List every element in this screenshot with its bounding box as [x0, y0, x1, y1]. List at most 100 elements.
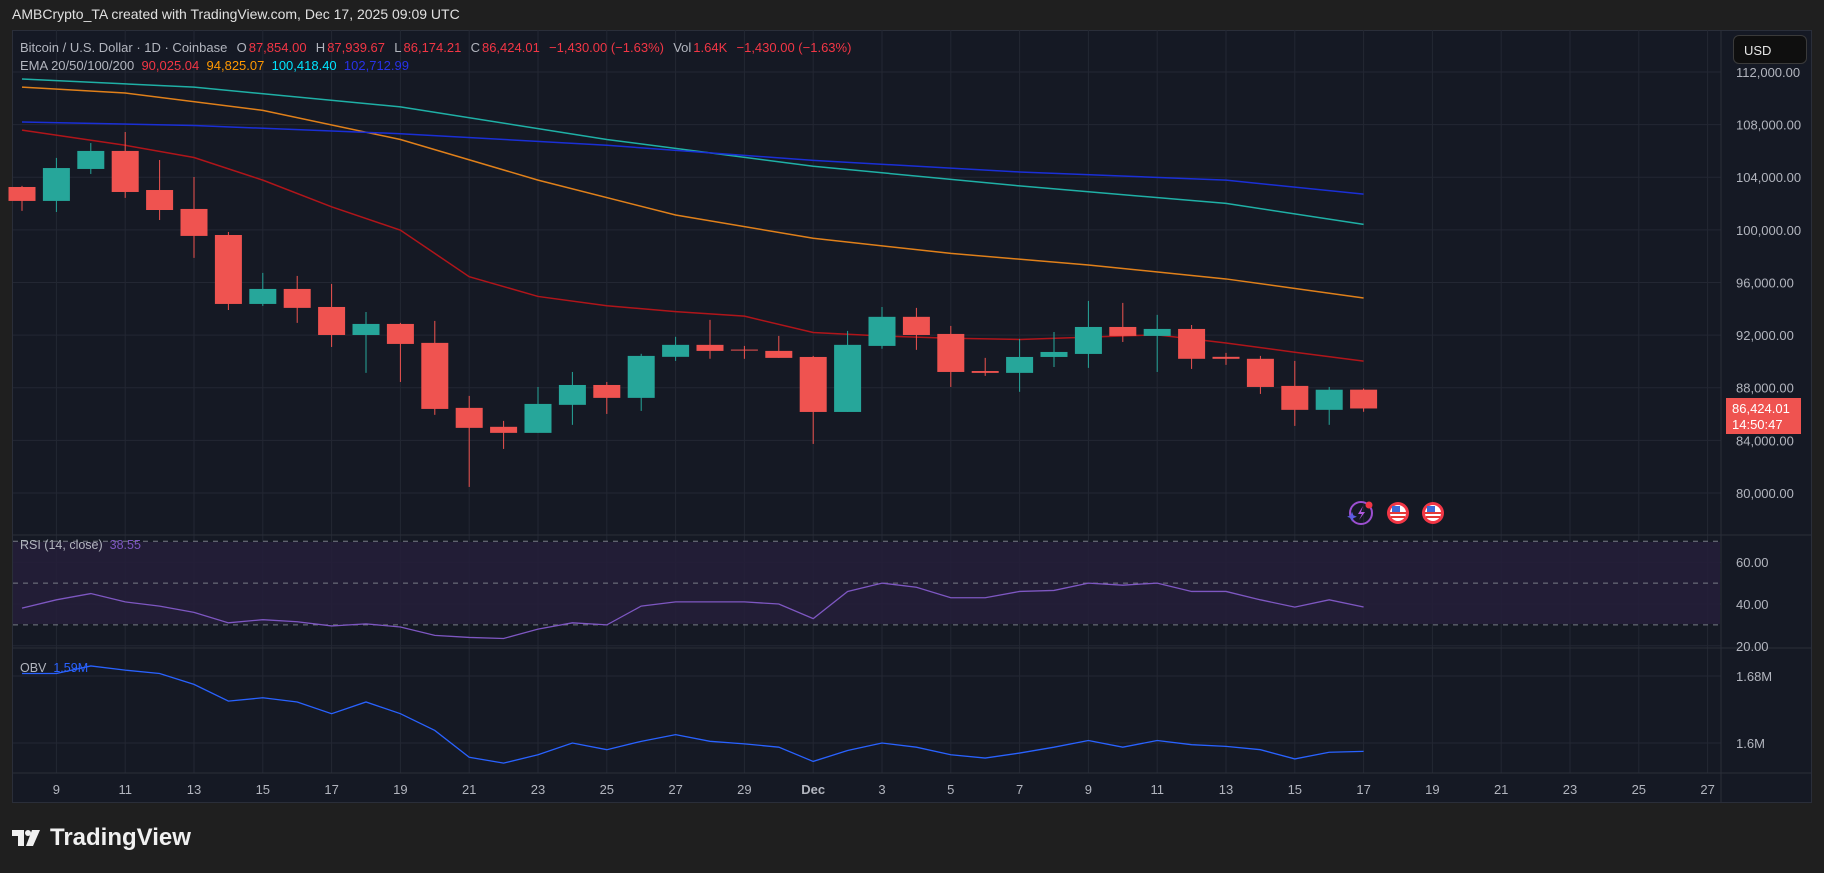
- candle-body: [1350, 389, 1378, 409]
- candle-body: [799, 356, 827, 412]
- close-value: 86,424.01: [481, 40, 540, 55]
- ema100-value: 100,418.40: [271, 58, 337, 73]
- candle: [558, 371, 586, 425]
- candle-body: [1143, 328, 1171, 336]
- chart-panel[interactable]: [12, 30, 1812, 803]
- candle-body: [1246, 358, 1274, 387]
- rsi-value: 38.55: [109, 538, 141, 552]
- candle: [1178, 324, 1206, 369]
- candle-body: [283, 288, 311, 308]
- price-tick-label: 100,000.00: [1736, 223, 1801, 238]
- candle-body: [593, 384, 621, 398]
- candle: [902, 307, 930, 350]
- candle-body: [352, 323, 380, 335]
- open-label: O: [236, 40, 247, 55]
- candle: [1350, 388, 1378, 412]
- ema-line-ema200: [21, 121, 1364, 195]
- candle: [765, 335, 793, 358]
- candle-body: [386, 323, 414, 344]
- candle: [730, 345, 758, 359]
- ema-lines: [21, 78, 1364, 362]
- time-tick-label: 19: [393, 782, 407, 797]
- candle-body: [868, 316, 896, 346]
- candle: [318, 283, 346, 347]
- high-value: 87,939.67: [327, 40, 386, 55]
- candle: [593, 381, 621, 414]
- price-tick-label: 80,000.00: [1736, 486, 1794, 501]
- rsi-name[interactable]: RSI (14, close): [20, 538, 103, 552]
- lightning-alert-icon[interactable]: [1347, 501, 1373, 525]
- time-tick-label: 5: [947, 782, 954, 797]
- candle: [971, 357, 999, 376]
- grid: [13, 30, 1721, 773]
- candle-body: [318, 306, 346, 335]
- candle: [283, 275, 311, 323]
- ema-line-ema50: [21, 86, 1364, 299]
- candle: [524, 386, 552, 433]
- candle: [77, 143, 105, 174]
- time-axis: 9 11 13 15 17 19 21 23 25 27 29 Dec 3 5 7 9 11 13 15 17 19 21…: [53, 782, 1715, 797]
- candle: [868, 306, 896, 349]
- symbol-legend[interactable]: Bitcoin / U.S. Dollar · 1D · Coinbase O 8…: [20, 40, 853, 55]
- obv-legend[interactable]: OBV 1.59M: [20, 661, 88, 675]
- candle-body: [42, 168, 70, 201]
- time-tick-label: 25: [600, 782, 614, 797]
- price-tick-label: 96,000.00: [1736, 275, 1794, 290]
- candle-body: [1178, 328, 1206, 359]
- candle: [490, 420, 518, 449]
- price-tick-label: 84,000.00: [1736, 433, 1794, 448]
- candle-body: [111, 150, 139, 192]
- time-tick-label: 17: [324, 782, 338, 797]
- bar-countdown: 14:50:47: [1732, 417, 1783, 432]
- tradingview-logo[interactable]: TradingView: [12, 824, 191, 852]
- obv-name[interactable]: OBV: [20, 661, 47, 675]
- obv-value: 1.59M: [53, 661, 89, 675]
- obv-tick-label: 1.6M: [1736, 736, 1765, 751]
- time-tick-label: 19: [1425, 782, 1439, 797]
- candle-body: [558, 384, 586, 405]
- candle-body: [8, 186, 36, 201]
- candle-body: [1040, 351, 1068, 357]
- ema-legend[interactable]: EMA 20/50/100/200 90,025.04 94,825.07 10…: [20, 58, 409, 73]
- candle: [1143, 314, 1171, 372]
- time-tick-label: 9: [53, 782, 60, 797]
- ema200-value: 102,712.99: [343, 58, 409, 73]
- obv-tick-label: 1.68M: [1736, 669, 1772, 684]
- time-tick-label: 21: [462, 782, 476, 797]
- rsi-legend[interactable]: RSI (14, close) 38.55: [20, 538, 141, 552]
- candle-body: [524, 403, 552, 433]
- candle: [8, 185, 36, 211]
- candle: [111, 131, 139, 198]
- candle: [1006, 338, 1034, 392]
- time-tick-label: 15: [256, 782, 270, 797]
- candle-body: [421, 342, 449, 409]
- ema-label[interactable]: EMA 20/50/100/200: [20, 58, 135, 73]
- candle: [386, 322, 414, 382]
- time-tick-label: 3: [878, 782, 885, 797]
- candle: [1040, 331, 1068, 367]
- currency-button[interactable]: USD: [1733, 35, 1807, 64]
- candle-body: [1074, 326, 1102, 354]
- tradingview-logo-icon: [12, 830, 40, 846]
- time-tick-label: 21: [1494, 782, 1508, 797]
- time-tick-label: 23: [1563, 782, 1577, 797]
- candle: [696, 319, 724, 359]
- us-flag-event-icon[interactable]: [1387, 502, 1409, 524]
- candle: [1074, 300, 1102, 368]
- candle: [937, 325, 965, 387]
- rsi-line: [21, 582, 1364, 640]
- candle-body: [627, 355, 655, 398]
- rsi-tick-label: 60.00: [1736, 555, 1769, 570]
- candle-body: [730, 349, 758, 351]
- candle-body: [180, 208, 208, 236]
- symbol-name[interactable]: Bitcoin / U.S. Dollar · 1D · Coinbase: [20, 40, 228, 55]
- candle: [455, 395, 483, 487]
- obv-line: [22, 665, 1364, 764]
- candle-body: [937, 333, 965, 372]
- candle-body: [834, 344, 862, 412]
- us-flag-event-icon[interactable]: [1422, 502, 1444, 524]
- candle-body: [490, 426, 518, 433]
- candle-body: [146, 190, 174, 211]
- candle-body: [1212, 356, 1240, 359]
